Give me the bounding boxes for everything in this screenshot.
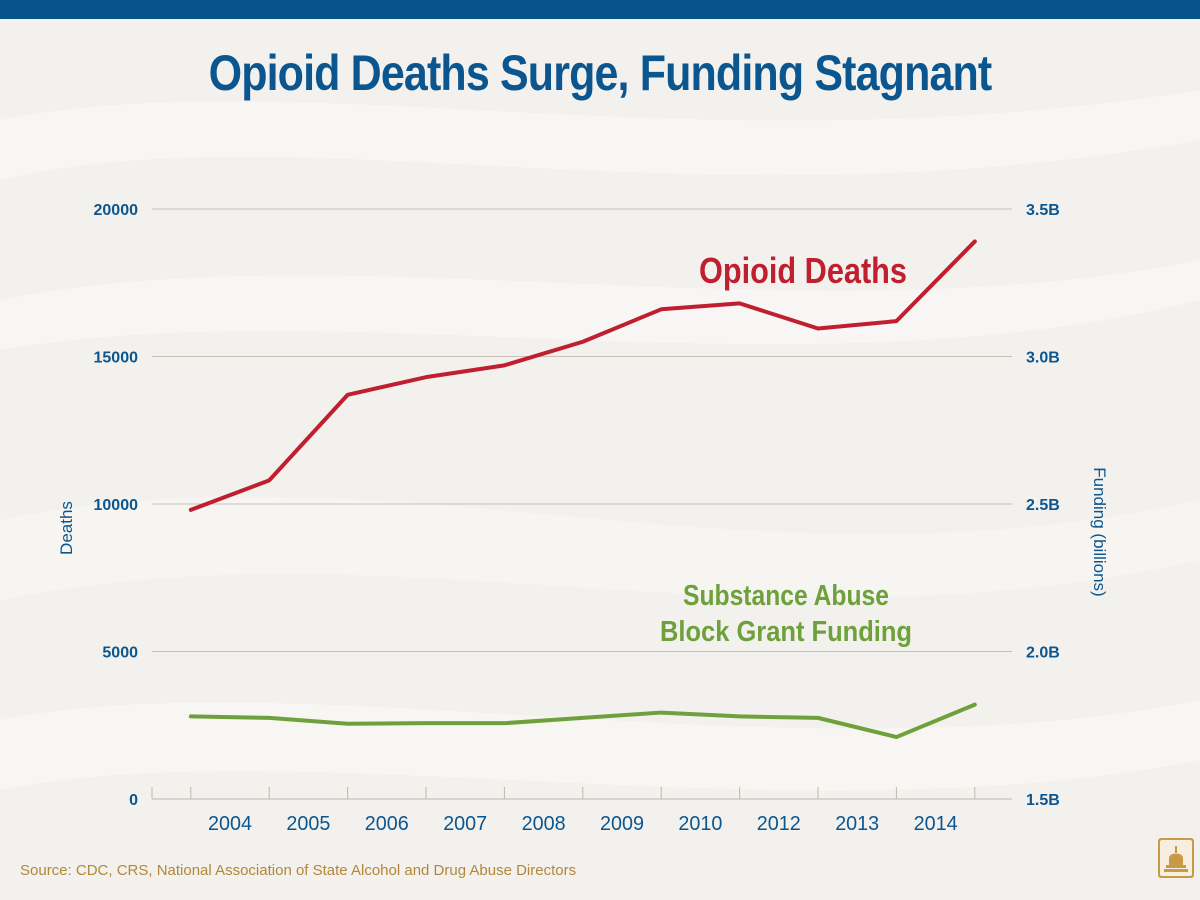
y-axis-right: 1.5B 2.0B 2.5B 3.0B 3.5B bbox=[1026, 202, 1060, 809]
series-label-funding-line1: Substance Abuse bbox=[683, 580, 889, 612]
source-note: Source: CDC, CRS, National Association o… bbox=[20, 862, 577, 879]
x-tick-label: 2006 bbox=[365, 813, 409, 835]
x-tick-label: 2004 bbox=[208, 813, 252, 835]
opioid-deaths-line bbox=[188, 239, 977, 512]
y2-axis-title: Funding (billions) bbox=[1090, 467, 1109, 596]
x-tick-label: 2013 bbox=[835, 813, 879, 835]
gridlines bbox=[152, 208, 1012, 652]
x-tick-label: 2008 bbox=[522, 813, 566, 835]
x-tick-label: 2005 bbox=[286, 813, 330, 835]
y-tick-label: 5000 bbox=[102, 645, 138, 662]
block-grant-funding-line bbox=[188, 702, 977, 740]
x-tick-label: 2012 bbox=[757, 813, 801, 835]
x-axis: 2004 2005 2006 2007 2008 2009 2010 2012 2013 2014 bbox=[151, 787, 1012, 835]
x-tick-label: 2009 bbox=[600, 813, 644, 835]
x-tick-label: 2010 bbox=[678, 813, 722, 835]
y2-tick-label: 2.5B bbox=[1026, 497, 1060, 514]
y-tick-label: 15000 bbox=[94, 350, 139, 367]
header-bar bbox=[0, 0, 1200, 19]
y2-tick-label: 1.5B bbox=[1026, 792, 1060, 809]
series-label-funding-line2: Block Grant Funding bbox=[660, 616, 912, 648]
y-tick-label: 0 bbox=[129, 792, 138, 809]
y2-tick-label: 3.0B bbox=[1026, 350, 1060, 367]
y-axis-title: Deaths bbox=[57, 501, 76, 555]
y-axis-left: 0 5000 10000 15000 20000 bbox=[94, 202, 139, 809]
x-tick-label: 2007 bbox=[443, 813, 487, 835]
page-title: Opioid Deaths Surge, Funding Stagnant bbox=[208, 45, 993, 101]
y2-tick-label: 2.0B bbox=[1026, 645, 1060, 662]
capitol-dome-icon bbox=[1158, 838, 1194, 878]
y-tick-label: 20000 bbox=[94, 202, 139, 219]
y2-tick-label: 3.5B bbox=[1026, 202, 1060, 219]
series-label-opioid-deaths: Opioid Deaths bbox=[699, 250, 907, 291]
x-tick-label: 2014 bbox=[914, 813, 958, 835]
y-tick-label: 10000 bbox=[94, 497, 139, 514]
series-lines bbox=[188, 239, 977, 740]
